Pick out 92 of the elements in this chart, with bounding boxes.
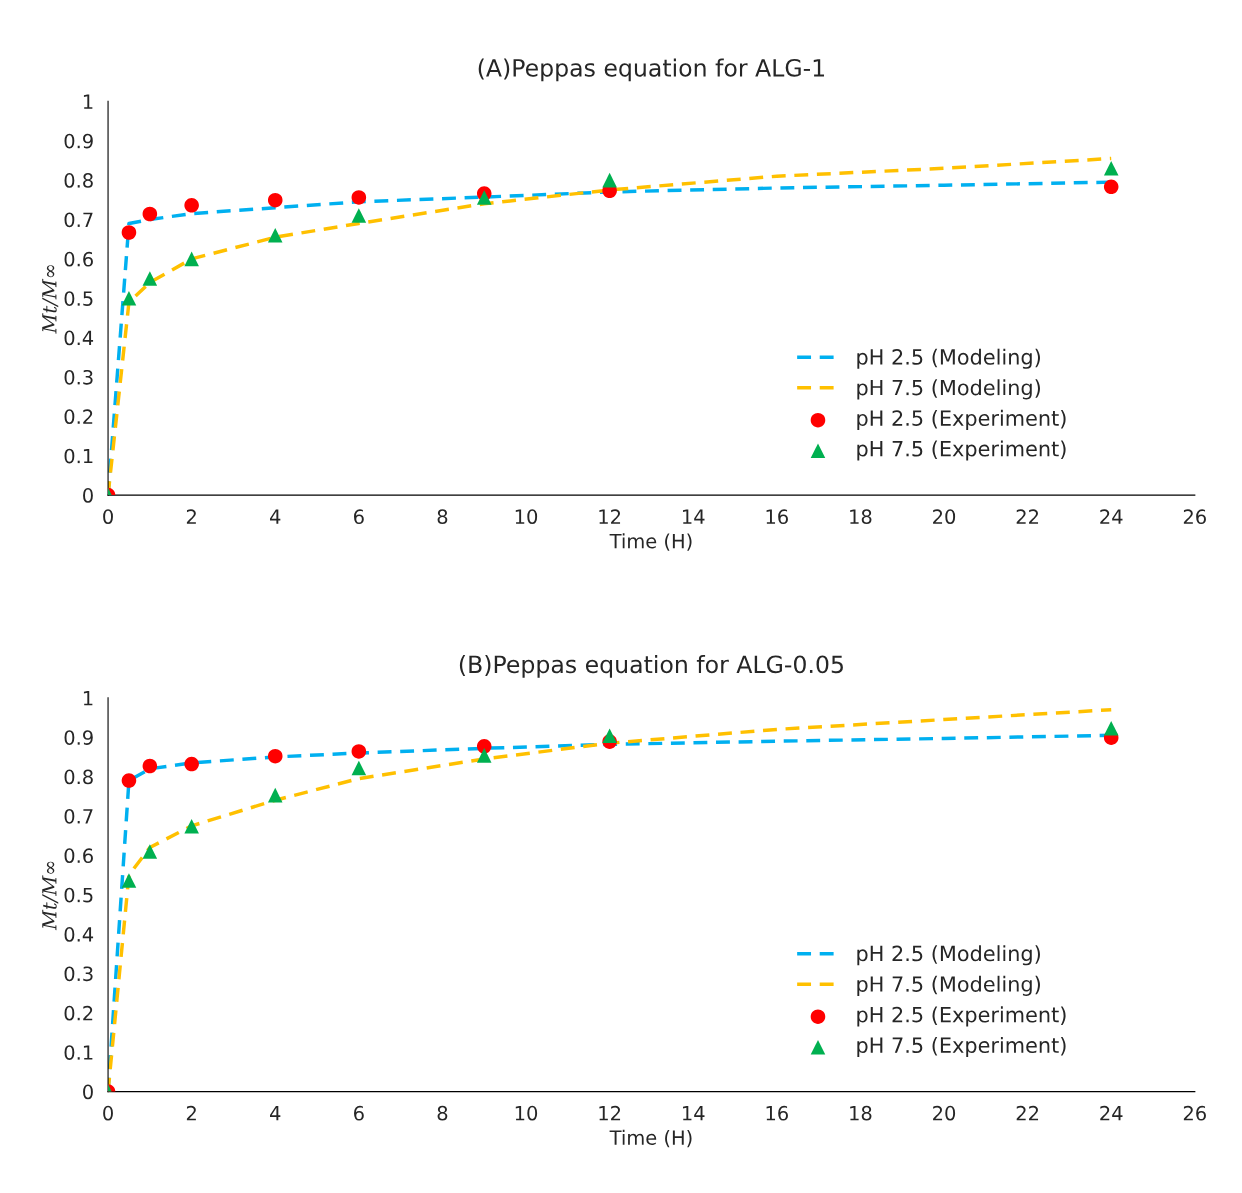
point [121,873,137,888]
y-tick-label: 0.6 [64,848,93,864]
point [142,844,158,859]
point [1103,179,1119,195]
chart-title: (B)Peppas equation for ALG-0.05 [459,654,843,678]
x-tick-label: 24 [1100,509,1123,524]
y-tick-label: 1 [83,691,93,706]
x-tick-label: 14 [682,1106,705,1121]
y-axis-title: Mt/M∞ [42,861,59,931]
y-tick-label: 0.9 [64,133,93,149]
y-tick-label: 0.2 [64,1005,93,1021]
point [351,208,367,223]
x-tick-label: 4 [270,509,281,524]
y-tick-label: 0.1 [64,448,93,464]
point [142,206,158,222]
x-tick-label: 8 [437,1105,448,1121]
y-tick-label: 1 [83,94,93,109]
x-tick-label: 22 [1016,509,1039,524]
x-tick-label: 16 [766,509,788,525]
x-tick-label: 2 [186,1105,196,1121]
y-tick-label: 0.5 [64,887,93,903]
x-tick-label: 18 [850,1105,872,1121]
y-tick-label: 0.5 [64,291,93,306]
point [476,190,492,205]
point [121,773,137,788]
x-tick-label: 20 [933,1105,956,1121]
y-tick-label: 0.4 [64,330,94,346]
x-tick-label: 12 [599,509,621,524]
point [1103,720,1119,736]
x-axis-title: Time (H) [609,1129,692,1148]
point [476,739,492,754]
point [267,748,283,764]
x-tick-label: 20 [933,509,956,525]
x-tick-label: 0 [103,509,113,525]
legend-label: pH 7.5 (Modeling) [857,379,1040,400]
x-tick-label: 12 [599,1105,621,1121]
x-tick-label: 26 [1183,1105,1206,1121]
point [1103,161,1119,176]
y-tick-label: 0.9 [64,730,93,745]
y-tick-label: 0.7 [64,212,93,228]
y-tick-label: 0.3 [64,369,93,385]
point [267,787,283,803]
y-tick-label: 0 [83,1084,93,1100]
x-tick-label: 4 [270,1106,281,1121]
x-tick-label: 10 [515,1105,538,1121]
point [351,744,367,759]
point [602,728,617,743]
x-tick-label: 0 [103,1105,113,1121]
x-tick-label: 2 [186,509,196,524]
y-tick-label: 0.7 [64,808,93,824]
legend-label: pH 7.5 (Modeling) [857,975,1040,996]
x-tick-label: 16 [766,1105,788,1121]
x-tick-label: 10 [515,509,538,525]
point [476,748,492,763]
point [184,198,199,213]
x-tick-label: 24 [1100,1105,1123,1121]
y-tick-label: 0.1 [64,1045,93,1060]
y-tick-label: 0.8 [64,173,93,188]
x-tick-label: 26 [1183,509,1206,525]
x-tick-label: 18 [850,509,872,525]
point [142,271,158,286]
point [351,760,367,776]
legend-label: pH 7.5 (Experiment) [857,440,1066,461]
point [267,192,283,208]
point [351,190,367,205]
point [602,172,617,188]
x-axis-title: Time (H) [609,533,692,551]
legend-label: pH 2.5 (Experiment) [857,1006,1066,1027]
y-tick-label: 0.4 [64,927,94,942]
chart-title: (A)Peppas equation for ALG-1 [478,58,825,82]
point [142,758,158,774]
legend-label: pH 2.5 (Experiment) [857,409,1066,431]
legend-label: pH 2.5 (Modeling) [857,348,1040,369]
y-tick-label: 0.8 [64,769,93,785]
point [121,290,137,306]
y-axis-title: Mt/M∞ [42,265,59,334]
y-tick-label: 0.3 [64,966,93,982]
point [267,227,283,243]
legend-label: pH 7.5 (Experiment) [857,1036,1066,1058]
x-tick-label: 6 [354,1105,364,1121]
y-tick-label: 0 [83,488,93,503]
point [184,251,199,267]
y-tick-label: 0.6 [64,251,93,267]
x-tick-label: 6 [354,509,364,525]
y-tick-label: 0.2 [64,409,93,425]
x-tick-label: 22 [1016,1105,1039,1121]
point [184,818,199,834]
x-tick-label: 8 [437,509,448,525]
point [184,756,199,772]
x-tick-label: 14 [682,509,705,524]
point [121,225,137,240]
legend-label: pH 2.5 (Modeling) [857,945,1040,966]
